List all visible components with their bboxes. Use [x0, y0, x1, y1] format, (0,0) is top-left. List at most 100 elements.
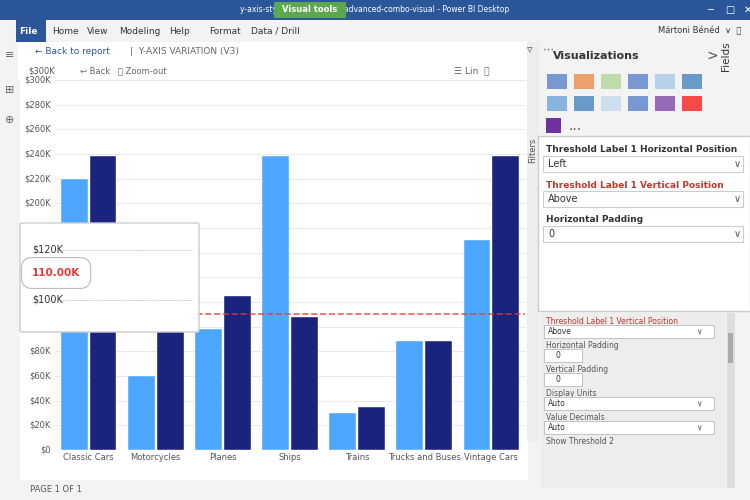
- Bar: [0, 0, 750, 20]
- Text: Vertical Padding: Vertical Padding: [546, 364, 608, 374]
- Text: >: >: [706, 49, 718, 63]
- Text: Left: Left: [548, 159, 566, 169]
- Bar: [655, 96, 675, 111]
- Text: ⋯: ⋯: [543, 45, 554, 55]
- Text: Vintage Cars: Vintage Cars: [464, 454, 518, 462]
- Text: Threshold Label 1 Vertical Position: Threshold Label 1 Vertical Position: [546, 316, 678, 326]
- Bar: [61, 178, 88, 450]
- Text: ↩ Back   🔍 Zoom-out: ↩ Back 🔍 Zoom-out: [80, 66, 166, 76]
- Text: ▿: ▿: [527, 45, 532, 55]
- Bar: [262, 156, 289, 450]
- Text: Trucks and Buses: Trucks and Buses: [388, 454, 460, 462]
- Bar: [543, 226, 743, 242]
- Bar: [18, 62, 528, 80]
- Text: $100K: $100K: [24, 322, 51, 331]
- Bar: [628, 96, 648, 111]
- Text: Help: Help: [170, 26, 190, 36]
- Bar: [224, 296, 251, 450]
- Bar: [195, 329, 222, 450]
- Text: Horizontal Padding: Horizontal Padding: [546, 340, 619, 349]
- Bar: [493, 156, 519, 450]
- Text: $220K: $220K: [24, 174, 51, 183]
- Text: File: File: [19, 26, 38, 36]
- Bar: [682, 96, 702, 111]
- Bar: [574, 74, 594, 89]
- Text: Filters: Filters: [529, 138, 538, 162]
- Text: Visual tools: Visual tools: [282, 6, 338, 15]
- Text: $120K: $120K: [24, 298, 51, 306]
- Bar: [157, 259, 184, 450]
- Text: ...: ...: [569, 119, 582, 133]
- Text: ☰ Lin  ⓘ: ☰ Lin ⓘ: [454, 66, 490, 76]
- Text: $120K: $120K: [32, 245, 63, 255]
- Bar: [601, 96, 621, 111]
- Bar: [89, 156, 116, 450]
- Bar: [544, 421, 714, 434]
- FancyBboxPatch shape: [538, 136, 750, 311]
- Text: PAGE 1 OF 1: PAGE 1 OF 1: [30, 486, 82, 494]
- Text: ∨: ∨: [734, 194, 741, 204]
- Text: Visualizations: Visualizations: [553, 51, 640, 61]
- Bar: [544, 325, 714, 338]
- Bar: [544, 397, 714, 410]
- Bar: [601, 74, 621, 89]
- Bar: [16, 20, 46, 42]
- Text: ✕: ✕: [744, 5, 750, 15]
- Bar: [544, 349, 582, 362]
- Text: Fields: Fields: [721, 41, 731, 71]
- Text: Planes: Planes: [209, 454, 237, 462]
- Text: ⊕: ⊕: [5, 115, 15, 125]
- FancyBboxPatch shape: [274, 2, 346, 18]
- Bar: [543, 156, 743, 172]
- Text: ∨: ∨: [734, 159, 741, 169]
- Bar: [464, 240, 490, 450]
- Bar: [291, 317, 318, 450]
- Bar: [628, 74, 648, 89]
- Text: $300K: $300K: [28, 66, 55, 76]
- Text: ⊞: ⊞: [5, 85, 15, 95]
- Bar: [425, 342, 452, 450]
- Text: Ships: Ships: [279, 454, 302, 462]
- Text: $300K: $300K: [24, 76, 51, 84]
- Text: Modeling: Modeling: [119, 26, 160, 36]
- Bar: [547, 96, 567, 111]
- Text: ∨: ∨: [696, 423, 702, 432]
- Bar: [541, 313, 726, 488]
- Bar: [655, 74, 675, 89]
- Text: Display Units: Display Units: [546, 388, 597, 398]
- Text: ∨: ∨: [734, 229, 741, 239]
- Bar: [18, 42, 528, 62]
- Text: $20K: $20K: [30, 421, 51, 430]
- Text: $140K: $140K: [24, 273, 51, 282]
- Text: Format: Format: [209, 26, 241, 36]
- Text: View: View: [87, 26, 109, 36]
- Text: $0: $0: [40, 446, 51, 454]
- Bar: [329, 413, 356, 450]
- Bar: [574, 96, 594, 111]
- Text: 110.00K: 110.00K: [32, 268, 80, 278]
- Text: $180K: $180K: [24, 224, 51, 232]
- Text: $240K: $240K: [24, 150, 51, 158]
- Text: $260K: $260K: [24, 125, 51, 134]
- Text: $60K: $60K: [29, 372, 51, 380]
- Text: Mártoni Bénéd  ∨  ⓘ: Mártoni Bénéd ∨ ⓘ: [658, 26, 742, 36]
- Bar: [541, 42, 750, 70]
- Text: 0: 0: [556, 375, 561, 384]
- Bar: [727, 313, 735, 488]
- Bar: [0, 20, 750, 42]
- Text: ← Back to report: ← Back to report: [35, 48, 110, 56]
- Text: ∨: ∨: [696, 327, 702, 336]
- Text: ≡: ≡: [5, 50, 15, 60]
- Bar: [358, 407, 385, 450]
- Text: $200K: $200K: [24, 199, 51, 208]
- Text: Threshold Label 1 Horizontal Position: Threshold Label 1 Horizontal Position: [546, 146, 737, 154]
- Bar: [543, 191, 743, 207]
- Bar: [682, 74, 702, 89]
- Text: Trains: Trains: [345, 454, 370, 462]
- FancyBboxPatch shape: [20, 223, 199, 332]
- Bar: [0, 480, 750, 500]
- Text: □: □: [725, 5, 734, 15]
- Text: Value Decimals: Value Decimals: [546, 412, 604, 422]
- Text: $280K: $280K: [24, 100, 51, 109]
- Text: Threshold Label 1 Vertical Position: Threshold Label 1 Vertical Position: [546, 180, 724, 190]
